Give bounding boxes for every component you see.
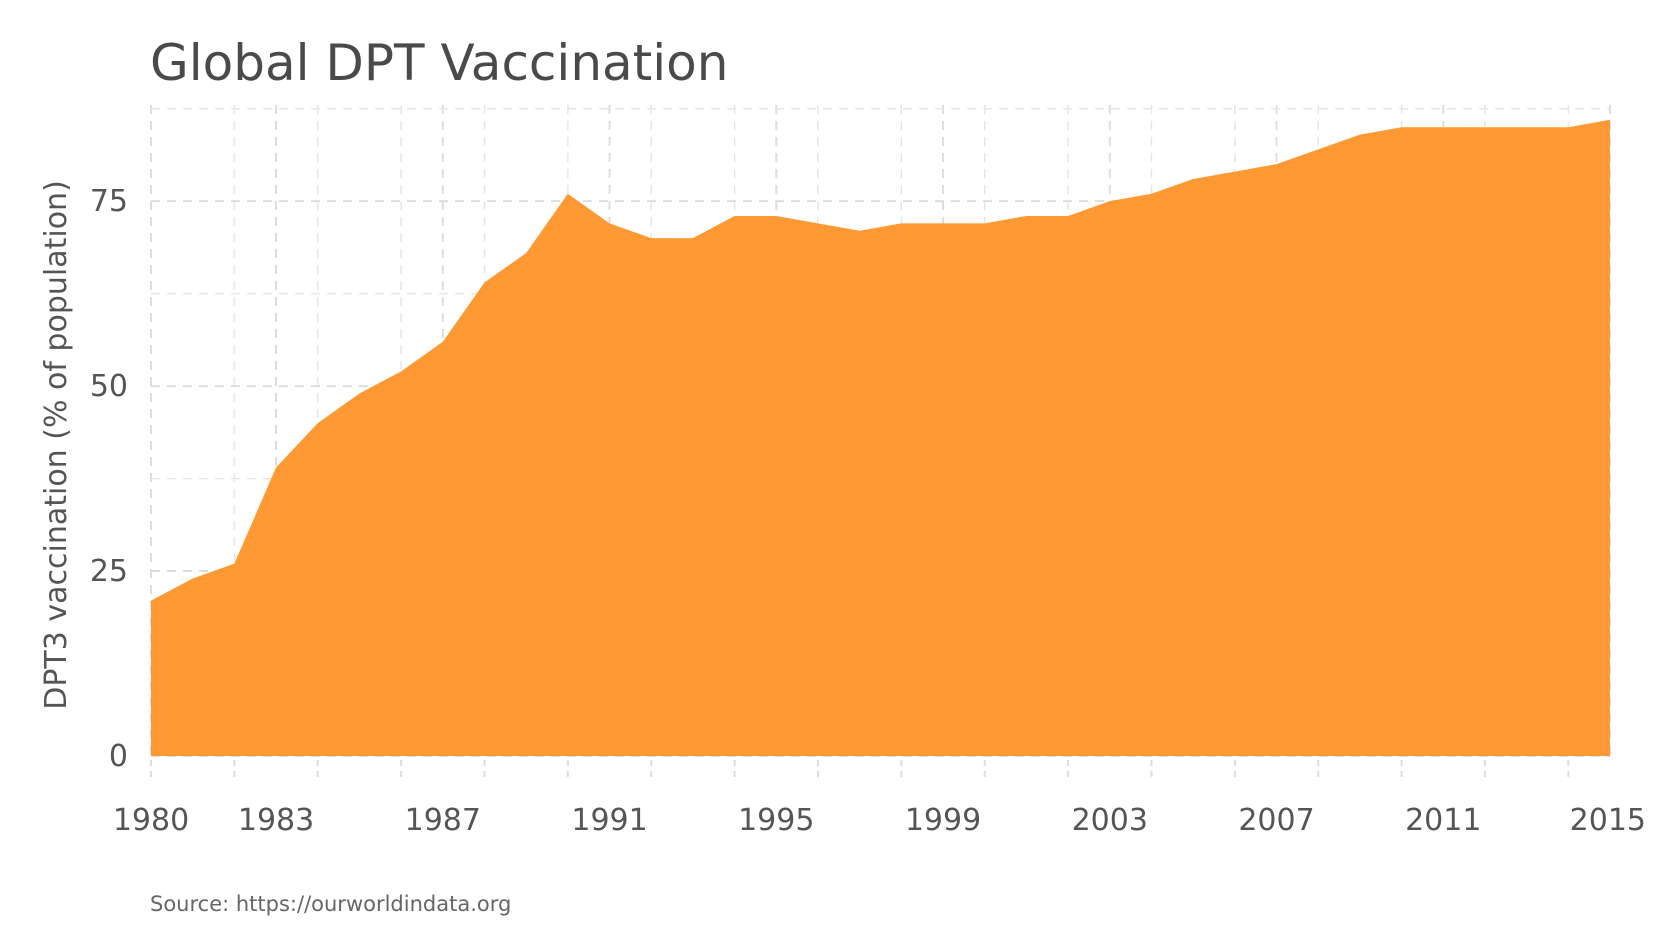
x-axis-ticks: 1980 1983 1987 1991 1995 1999 2003 2007 2011 2015 — [113, 760, 1646, 838]
x-tick-label: 1987 — [405, 803, 481, 838]
x-tick-label: 1999 — [905, 803, 981, 838]
y-tick-label: 75 — [90, 184, 128, 219]
y-axis-label: DPT3 vaccination (% of population) — [39, 180, 74, 710]
x-tick-label: 2015 — [1570, 803, 1646, 838]
y-tick-label: 25 — [90, 554, 128, 589]
x-tick-label: 1995 — [738, 803, 814, 838]
x-tick-label: 1983 — [238, 803, 314, 838]
x-tick-label: 2007 — [1238, 803, 1314, 838]
x-tick-label: 1980 — [113, 803, 189, 838]
y-tick-label: 0 — [109, 739, 128, 774]
y-axis-ticks: 0 25 50 75 — [90, 184, 128, 774]
area-series — [151, 119, 1610, 756]
chart-title: Global DPT Vaccination — [150, 34, 728, 92]
y-tick-label: 50 — [90, 369, 128, 404]
area-fill — [151, 119, 1610, 756]
x-tick-label: 1991 — [571, 803, 647, 838]
source-note: Source: https://ourworldindata.org — [150, 892, 511, 916]
x-tick-label: 2011 — [1405, 803, 1481, 838]
x-tick-label: 2003 — [1072, 803, 1148, 838]
